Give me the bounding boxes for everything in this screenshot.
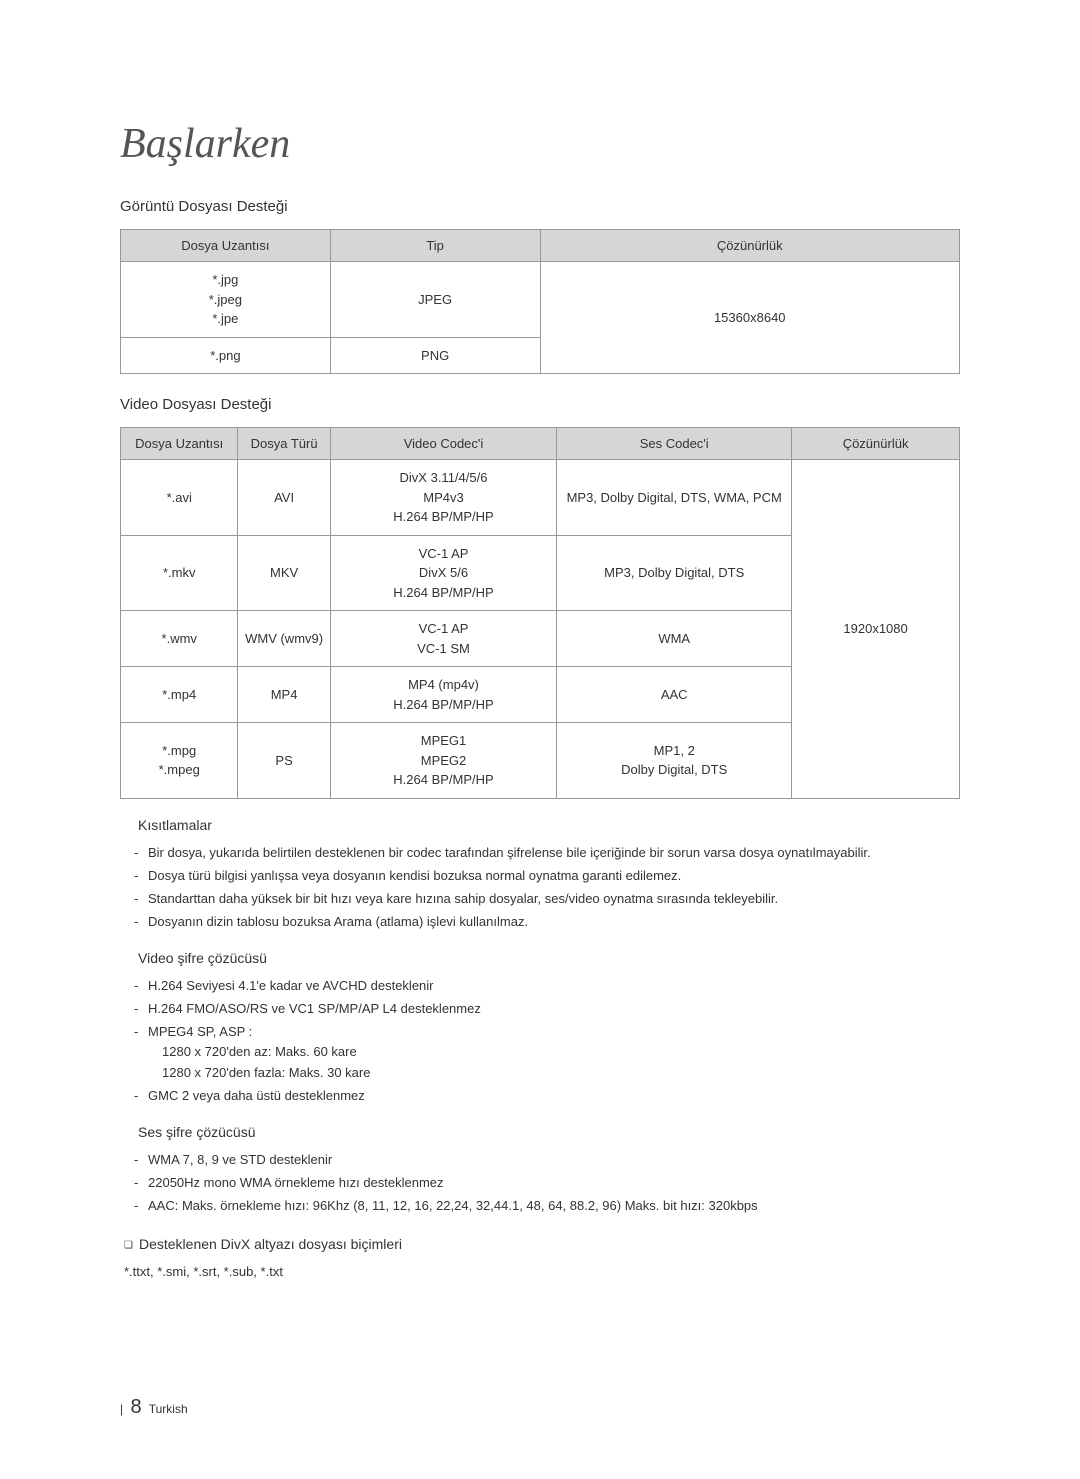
cell-container: AVI [238,460,330,536]
list-item: WMA 7, 8, 9 ve STD desteklenir [134,1150,960,1170]
cell-acodec: MP1, 2Dolby Digital, DTS [557,723,792,799]
col-res: Çözünürlük [540,230,960,262]
cell-container: MKV [238,535,330,611]
page-number: 8 [130,1396,141,1418]
list-item: H.264 Seviyesi 4.1'e kadar ve AVCHD dest… [134,976,960,996]
table-header-row: Dosya Uzantısı Tip Çözünürlük [121,230,960,262]
cell-ext: *.wmv [121,611,238,667]
cell-acodec: AAC [557,667,792,723]
cell-acodec: MP3, Dolby Digital, DTS [557,535,792,611]
cell-container: MP4 [238,667,330,723]
list-item: H.264 FMO/ASO/RS ve VC1 SP/MP/AP L4 dest… [134,999,960,1019]
footer-separator: | [120,1402,123,1416]
square-bullet-icon: ❏ [124,1240,133,1251]
col-vcodec: Video Codec'i [330,428,557,460]
list-item: Bir dosya, yukarıda belirtilen desteklen… [134,843,960,863]
col-container: Dosya Türü [238,428,330,460]
footer-lang: Turkish [149,1402,188,1416]
divx-heading: ❏ Desteklenen DivX altyazı dosyası biçiml… [120,1236,960,1252]
cell-ext: *.png [121,337,331,374]
list-item: AAC: Maks. örnekleme hızı: 96Khz (8, 11,… [134,1196,960,1216]
list-sub-item: 1280 x 720'den az: Maks. 60 kare [148,1042,960,1062]
col-res: Çözünürlük [792,428,960,460]
cell-res: 1920x1080 [792,460,960,799]
table-row: *.avi AVI DivX 3.11/4/5/6MP4v3H.264 BP/M… [121,460,960,536]
col-ext: Dosya Uzantısı [121,428,238,460]
table-header-row: Dosya Uzantısı Dosya Türü Video Codec'i … [121,428,960,460]
divx-text: *.ttxt, *.smi, *.srt, *.sub, *.txt [120,1264,960,1279]
limitations-list: Bir dosya, yukarıda belirtilen desteklen… [120,843,960,933]
list-item: Standarttan daha yüksek bir bit hızı vey… [134,889,960,909]
list-item: Dosya türü bilgisi yanlışsa veya dosyanı… [134,866,960,886]
audio-decoder-list: WMA 7, 8, 9 ve STD desteklenir 22050Hz m… [120,1150,960,1216]
list-item: Dosyanın dizin tablosu bozuksa Arama (at… [134,912,960,932]
page-footer: | 8 Turkish [120,1396,188,1419]
table-row: *.jpg*.jpeg*.jpe JPEG 15360x8640 [121,262,960,338]
image-support-table: Dosya Uzantısı Tip Çözünürlük *.jpg*.jpe… [120,229,960,374]
cell-vcodec: DivX 3.11/4/5/6MP4v3H.264 BP/MP/HP [330,460,557,536]
image-support-heading: Görüntü Dosyası Desteği [120,198,960,215]
divx-heading-text: Desteklenen DivX altyazı dosyası biçimle… [139,1236,402,1252]
cell-ext: *.mp4 [121,667,238,723]
list-item-text: MPEG4 SP, ASP : [148,1024,252,1039]
audio-decoder-heading: Ses şifre çözücüsü [120,1124,960,1140]
page-title: Başlarken [120,120,960,168]
video-decoder-list: H.264 Seviyesi 4.1'e kadar ve AVCHD dest… [120,976,960,1106]
video-support-heading: Video Dosyası Desteği [120,396,960,413]
list-item: MPEG4 SP, ASP : 1280 x 720'den az: Maks.… [134,1022,960,1082]
cell-ext: *.avi [121,460,238,536]
cell-acodec: WMA [557,611,792,667]
cell-acodec: MP3, Dolby Digital, DTS, WMA, PCM [557,460,792,536]
video-support-table: Dosya Uzantısı Dosya Türü Video Codec'i … [120,427,960,799]
cell-ext: *.mpg*.mpeg [121,723,238,799]
cell-ext: *.jpg*.jpeg*.jpe [121,262,331,338]
cell-vcodec: MP4 (mp4v)H.264 BP/MP/HP [330,667,557,723]
cell-container: WMV (wmv9) [238,611,330,667]
col-acodec: Ses Codec'i [557,428,792,460]
video-decoder-heading: Video şifre çözücüsü [120,950,960,966]
list-item: GMC 2 veya daha üstü desteklenmez [134,1086,960,1106]
cell-vcodec: VC-1 APVC-1 SM [330,611,557,667]
list-item: 22050Hz mono WMA örnekleme hızı destekle… [134,1173,960,1193]
col-ext: Dosya Uzantısı [121,230,331,262]
col-type: Tip [330,230,540,262]
limitations-heading: Kısıtlamalar [120,817,960,833]
cell-ext: *.mkv [121,535,238,611]
list-sub-item: 1280 x 720'den fazla: Maks. 30 kare [148,1063,960,1083]
cell-container: PS [238,723,330,799]
cell-vcodec: VC-1 APDivX 5/6H.264 BP/MP/HP [330,535,557,611]
cell-res: 15360x8640 [540,262,960,374]
cell-type: PNG [330,337,540,374]
cell-vcodec: MPEG1MPEG2H.264 BP/MP/HP [330,723,557,799]
cell-type: JPEG [330,262,540,338]
